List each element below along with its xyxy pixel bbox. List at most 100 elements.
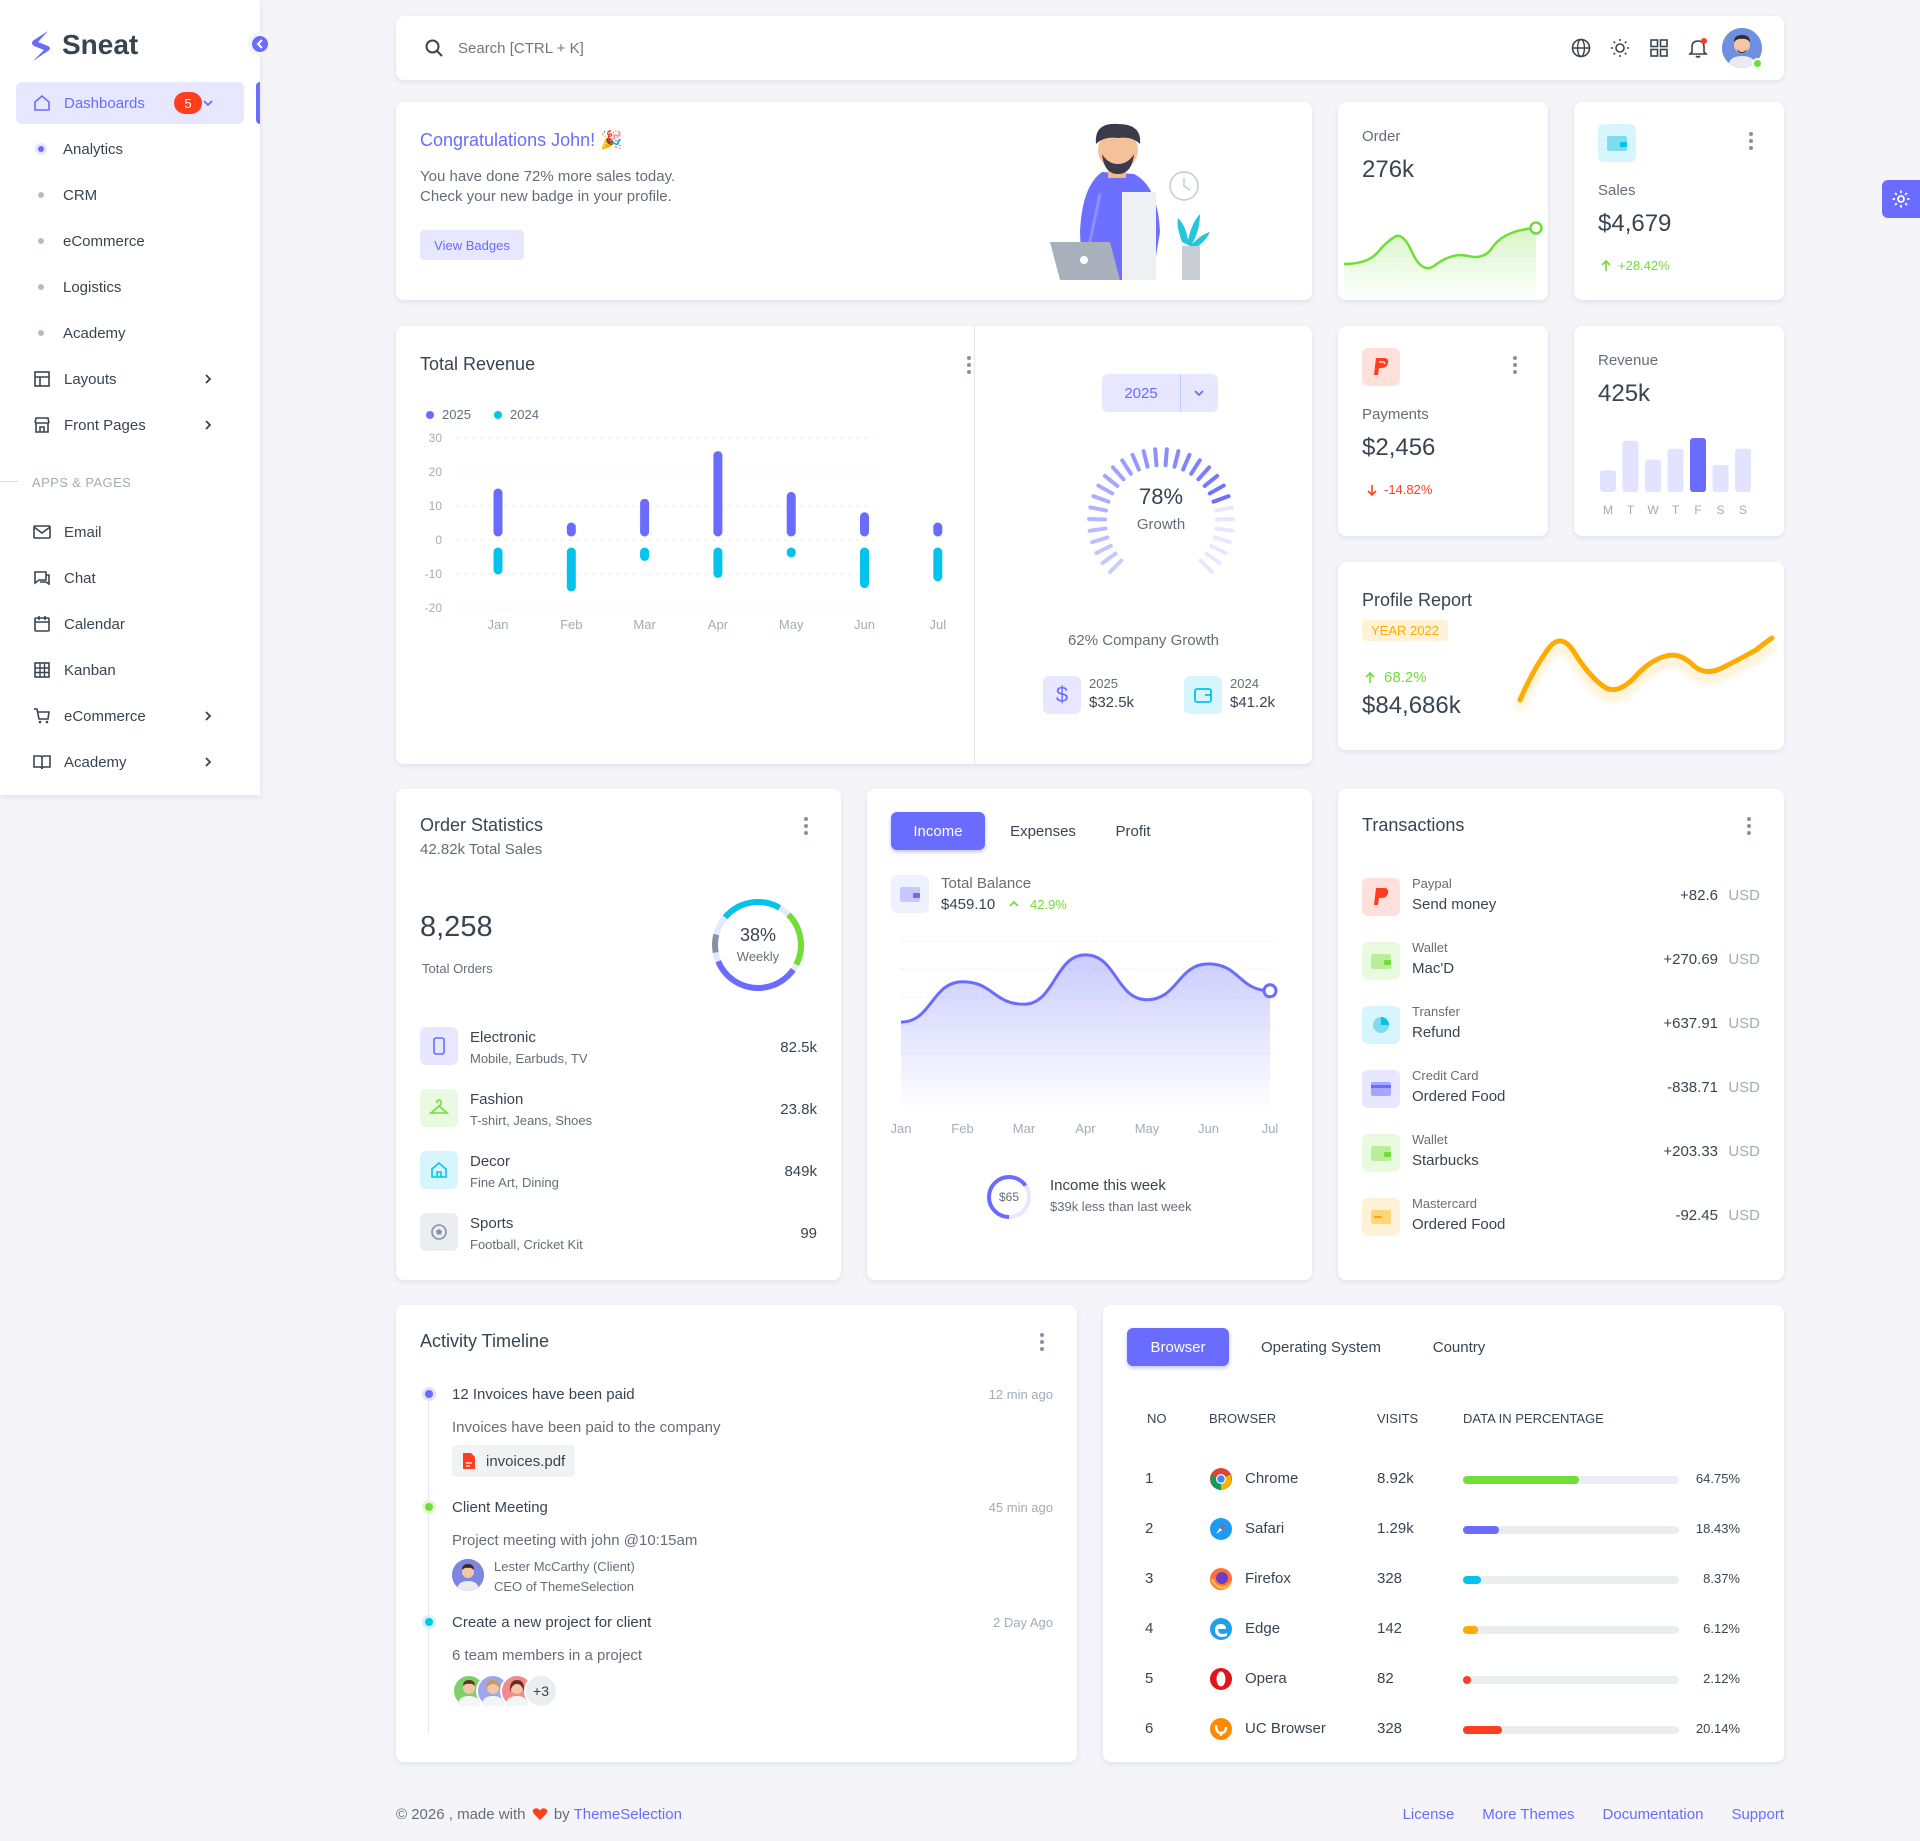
search-icon[interactable] (424, 38, 444, 58)
footer-link-documentation[interactable]: Documentation (1602, 1806, 1704, 1823)
more-vert-icon[interactable] (803, 817, 809, 835)
sidebar-item-front-pages[interactable]: Front Pages (16, 404, 244, 446)
more-vert-icon[interactable] (1748, 132, 1754, 150)
row-number: 2 (1145, 1520, 1154, 1537)
usage-progress-bar (1463, 1626, 1679, 1634)
total-revenue-title: Total Revenue (420, 354, 536, 374)
gauge-tick (1213, 505, 1234, 513)
sidebar-item-label: Logistics (63, 278, 122, 296)
income-week-ring (987, 1175, 1031, 1219)
list-item: Credit Card Ordered Food -838.71 USD (1338, 1068, 1784, 1116)
tab-expenses[interactable]: Expenses (1010, 822, 1076, 840)
chevron-down-icon (1194, 390, 1204, 397)
invoice-file-chip[interactable]: invoices.pdf (452, 1445, 576, 1477)
weekly-bar-2 (1645, 459, 1661, 492)
gauge-tick (1141, 449, 1150, 469)
more-members-badge[interactable]: +3 (524, 1674, 558, 1708)
brand-name[interactable]: Sneat (62, 29, 139, 60)
person-avatar-icon (506, 1680, 528, 1706)
gauge-tick (1163, 447, 1169, 468)
sidebar-item-calendar[interactable]: Calendar (16, 603, 244, 645)
sidebar-item-crm[interactable]: CRM (16, 175, 244, 215)
heart-icon (532, 1808, 547, 1820)
transaction-amount: +270.69 (1663, 951, 1718, 968)
sidebar-item-ecommerce[interactable]: eCommerce (16, 695, 244, 737)
more-vert-icon[interactable] (1746, 817, 1752, 835)
sidebar-item-logistics[interactable]: Logistics (16, 267, 244, 307)
tab-income[interactable]: Income (891, 812, 985, 850)
tab-operating-system[interactable]: Operating System (1260, 1338, 1382, 1356)
transaction-desc: Mac'D (1412, 960, 1455, 977)
transaction-currency: USD (1728, 887, 1760, 904)
more-vert-icon[interactable] (966, 356, 972, 374)
sidebar-item-analytics[interactable]: Analytics (16, 129, 244, 169)
paypal-icon (1362, 878, 1400, 916)
tab-browser[interactable]: Browser (1127, 1328, 1229, 1366)
footer-link-support[interactable]: Support (1731, 1806, 1784, 1823)
sidebar-item-email[interactable]: Email (16, 511, 244, 553)
bell-icon[interactable] (1686, 36, 1710, 60)
avatar (452, 1559, 484, 1591)
more-vert-icon[interactable] (1039, 1333, 1045, 1351)
footer-link-more-themes[interactable]: More Themes (1482, 1806, 1575, 1823)
tab-profit[interactable]: Profit (1115, 822, 1151, 840)
growth-year2-value: $41.2k (1230, 694, 1276, 711)
category-desc: T-shirt, Jeans, Shoes (470, 1113, 593, 1128)
legend-dot-2025 (426, 411, 434, 419)
income-point (1262, 983, 1278, 999)
sneat-logo-icon[interactable] (30, 30, 52, 62)
list-item: Electronic Mobile, Earbuds, TV 82.5k (396, 1027, 841, 1087)
year-badge: YEAR 2022 (1362, 620, 1448, 641)
y-tick-label: -10 (425, 567, 443, 581)
gauge-tick (1087, 526, 1108, 533)
collapse-sidebar-button[interactable] (248, 32, 272, 56)
sidebar-item-ecommerce-dashboard[interactable]: eCommerce (16, 221, 244, 261)
person-role: CEO of ThemeSelection (494, 1579, 634, 1594)
transaction-amount: +82.6 (1680, 887, 1718, 904)
footer-link-license[interactable]: License (1402, 1806, 1455, 1823)
total-revenue-card: Total Revenue 2025 2024 30 20 10 0 -10 -20 Jan Fe… (396, 326, 1312, 764)
sidebar-item-academy-dashboard[interactable]: Academy (16, 313, 244, 353)
arrow-up-icon (1365, 672, 1375, 683)
transaction-amount: +637.91 (1663, 1015, 1718, 1032)
view-badges-button[interactable]: View Badges (420, 230, 524, 260)
sidebar-item-kanban[interactable]: Kanban (16, 649, 244, 691)
tab-country[interactable]: Country (1432, 1338, 1486, 1356)
sun-icon[interactable] (1609, 37, 1631, 59)
globe-icon[interactable] (1570, 37, 1592, 59)
gauge-tick (1130, 452, 1141, 472)
arrow-up-icon (1601, 260, 1611, 271)
category-name: Sports (470, 1215, 514, 1232)
footer-brand-link[interactable]: ThemeSelection (573, 1806, 682, 1823)
usage-progress-bar (1463, 1676, 1679, 1684)
column-header-no: NO (1147, 1411, 1167, 1426)
day-label: S (1716, 503, 1724, 517)
transaction-type: Mastercard (1412, 1196, 1478, 1211)
transactions-title: Transactions (1362, 815, 1465, 835)
y-tick-label: 30 (429, 431, 443, 445)
search-input[interactable] (458, 34, 858, 62)
weekly-bar-1 (1622, 440, 1639, 492)
gauge-tick (1096, 483, 1115, 496)
x-tick-label: Feb (560, 617, 582, 632)
year-dropdown[interactable]: 2025 (1102, 374, 1218, 412)
day-label: F (1694, 503, 1701, 517)
usage-progress-bar (1463, 1476, 1679, 1484)
sidebar-item-layouts[interactable]: Layouts (16, 358, 244, 400)
gauge-tick (1189, 458, 1202, 476)
apps-grid-icon[interactable] (1648, 37, 1670, 59)
customizer-button[interactable] (1882, 180, 1920, 218)
mastercard-icon (1362, 1198, 1400, 1236)
growth-gauge (1087, 447, 1235, 574)
sidebar-item-chat[interactable]: Chat (16, 557, 244, 599)
order-stats-title: Order Statistics (420, 815, 544, 835)
bullet-icon (38, 146, 44, 152)
sidebar-item-academy[interactable]: Academy (16, 741, 244, 783)
footer-links: License More Themes Documentation Suppor… (1403, 1806, 1784, 1823)
y-tick-label: 10 (429, 499, 443, 513)
sidebar-item-dashboards[interactable]: Dashboards 5 (16, 82, 244, 124)
mobile-icon (420, 1027, 458, 1065)
more-vert-icon[interactable] (1512, 356, 1518, 374)
sidebar-item-label: CRM (63, 186, 98, 204)
